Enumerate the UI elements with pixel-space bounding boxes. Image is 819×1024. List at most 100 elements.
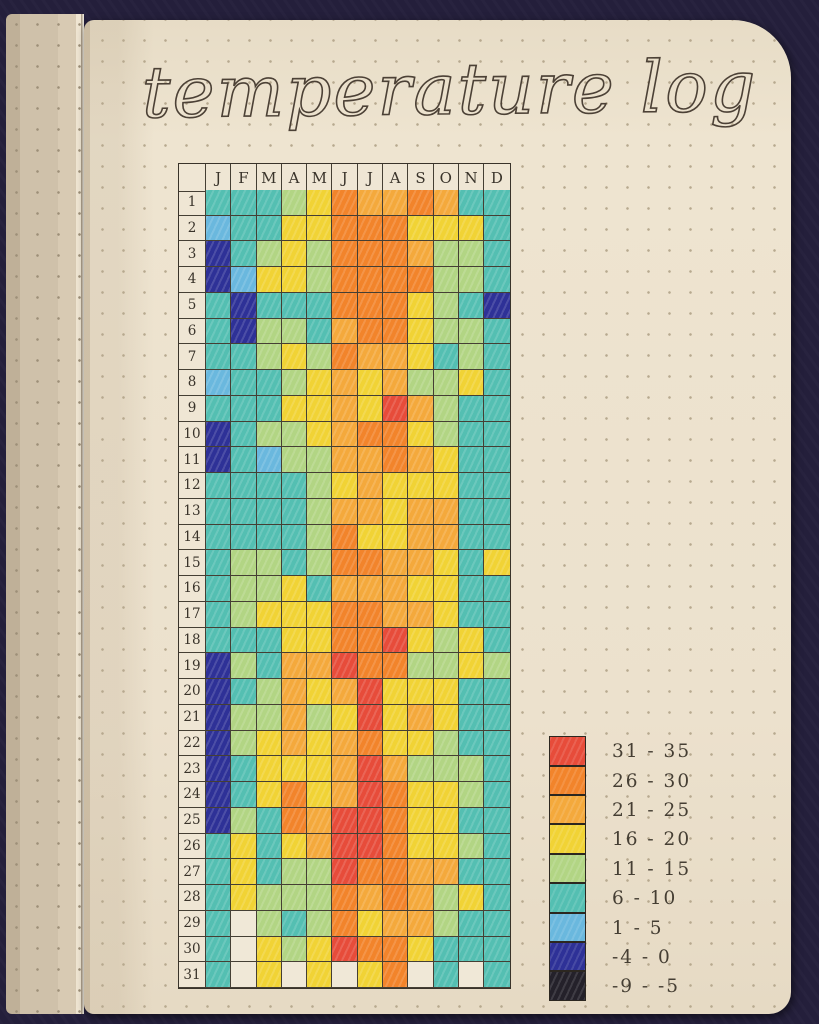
temp-cell: [256, 859, 282, 885]
temp-cell: [458, 756, 485, 782]
temp-cell: [484, 782, 510, 808]
temp-cell: [433, 344, 459, 370]
temp-cell: [231, 756, 257, 782]
temp-cell: [231, 910, 257, 937]
temp-cell: [484, 859, 510, 885]
temp-cell: [231, 189, 257, 216]
temp-cell: [206, 498, 232, 525]
temp-cell: [206, 447, 232, 473]
temp-cell: [458, 782, 485, 808]
temp-cell: [383, 627, 409, 654]
temp-cell: [357, 344, 384, 370]
temp-cell: [231, 576, 257, 602]
month-header: N: [458, 164, 485, 192]
day-row-label: 6: [179, 318, 206, 345]
temp-cell: [281, 679, 308, 705]
temp-cell: [332, 936, 358, 963]
temp-cell: [231, 318, 257, 345]
temp-cell: [307, 910, 333, 937]
temp-cell: [256, 601, 282, 628]
day-row-label: 25: [179, 807, 206, 834]
temp-cell: [332, 370, 358, 396]
temp-cell: [231, 627, 257, 654]
temp-cell: [281, 833, 308, 860]
temp-cell: [231, 241, 257, 267]
temp-cell: [458, 627, 485, 654]
temp-cell: [383, 679, 409, 705]
temp-cell: [408, 833, 434, 860]
temp-cell: [383, 241, 409, 267]
temp-cell: [433, 473, 459, 499]
temp-cell: [357, 395, 384, 422]
temp-cell: [408, 807, 434, 834]
temp-cell: [383, 704, 409, 731]
temp-cell: [433, 189, 459, 216]
temp-cell: [281, 241, 308, 267]
temp-cell: [383, 498, 409, 525]
temp-cell: [433, 936, 459, 963]
day-row-label: 12: [179, 473, 206, 499]
legend-label: -9 - -5: [612, 976, 681, 998]
temp-cell: [256, 807, 282, 834]
temp-cell: [433, 267, 459, 293]
legend-item: 6 - 10: [549, 883, 691, 913]
day-row-label: 7: [179, 344, 206, 370]
temp-cell: [433, 241, 459, 267]
temp-cell: [408, 601, 434, 628]
temp-cell: [484, 936, 510, 963]
temp-cell: [231, 267, 257, 293]
temp-cell: [206, 910, 232, 937]
temp-cell: [256, 370, 282, 396]
temp-cell: [231, 730, 257, 757]
temp-cell: [458, 524, 485, 551]
legend-item: 31 - 35: [549, 736, 691, 766]
day-row-label: 15: [179, 550, 206, 576]
temp-cell: [256, 473, 282, 499]
temp-cell: [231, 704, 257, 731]
temp-cell: [256, 833, 282, 860]
temp-cell: [231, 653, 257, 679]
legend-swatch: [549, 912, 586, 942]
temp-cell: [307, 962, 333, 988]
temp-cell: [383, 189, 409, 216]
legend-swatch: [549, 736, 586, 766]
temp-cell: [231, 782, 257, 808]
temp-cell: [231, 807, 257, 834]
temp-cell: [408, 962, 434, 988]
temp-cell: [332, 653, 358, 679]
temp-cell: [484, 730, 510, 757]
temp-cell: [281, 601, 308, 628]
temp-cell: [408, 370, 434, 396]
temp-cell: [383, 267, 409, 293]
temp-cell: [332, 395, 358, 422]
day-row-label: 27: [179, 859, 206, 885]
temp-cell: [383, 833, 409, 860]
month-header: M: [307, 164, 333, 192]
temp-cell: [307, 782, 333, 808]
temp-cell: [383, 344, 409, 370]
temp-cell: [206, 962, 232, 988]
temp-cell: [484, 704, 510, 731]
temp-cell: [484, 370, 510, 396]
temp-cell: [433, 704, 459, 731]
temp-cell: [458, 344, 485, 370]
temp-cell: [332, 447, 358, 473]
temp-cell: [307, 756, 333, 782]
temp-cell: [458, 730, 485, 757]
temp-cell: [256, 936, 282, 963]
temp-cell: [332, 601, 358, 628]
temp-cell: [408, 395, 434, 422]
temp-cell: [307, 679, 333, 705]
temp-cell: [307, 344, 333, 370]
temp-cell: [206, 318, 232, 345]
temp-cell: [281, 910, 308, 937]
temp-cell: [281, 936, 308, 963]
temp-cell: [408, 910, 434, 937]
temp-cell: [484, 395, 510, 422]
temp-cell: [281, 807, 308, 834]
temp-cell: [357, 421, 384, 448]
temp-cell: [458, 241, 485, 267]
temp-cell: [231, 601, 257, 628]
temp-cell: [206, 189, 232, 216]
temp-cell: [383, 910, 409, 937]
